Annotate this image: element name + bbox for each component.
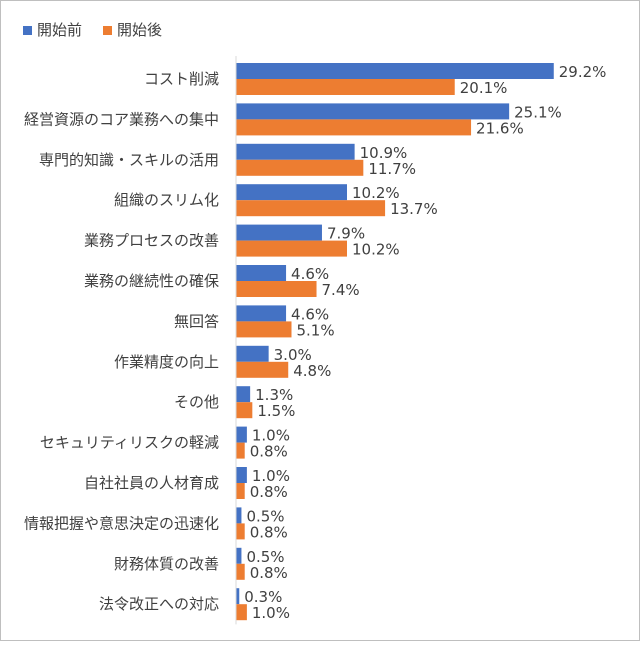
bar-series-0 (236, 426, 247, 443)
value-label-series-1: 1.5% (257, 402, 295, 420)
category-label: 無回答 (174, 312, 219, 330)
value-labels: 29.2%20.1%25.1%21.6%10.9%11.7%10.2%13.7%… (244, 63, 606, 622)
value-label-series-0: 25.1% (514, 103, 562, 121)
bar-series-0 (236, 467, 247, 483)
legend: 開始前 開始後 (23, 21, 162, 39)
value-label-series-1: 1.0% (252, 604, 290, 622)
value-label-series-0: 1.0% (252, 427, 290, 445)
value-label-series-0: 0.3% (244, 588, 282, 606)
bar-series-1 (236, 483, 245, 499)
value-label-series-1: 7.4% (322, 281, 360, 299)
value-label-series-1: 5.1% (297, 321, 335, 339)
category-labels: コスト削減経営資源のコア業務への集中専門的知識・スキルの活用組織のスリム化業務プ… (24, 70, 219, 613)
category-label: 業務の継続性の確保 (84, 272, 219, 290)
bar-series-1 (236, 281, 317, 297)
bar-series-1 (236, 159, 364, 176)
bar-series-1 (236, 361, 289, 378)
category-label: 情報把握や意思決定の迅速化 (24, 514, 219, 532)
bar-series-1 (236, 523, 245, 540)
legend-swatch-0 (23, 26, 32, 35)
bar-series-1 (236, 240, 347, 257)
category-label: コスト削減 (144, 70, 219, 88)
bar-series-1 (236, 442, 245, 459)
value-label-series-0: 1.3% (255, 386, 293, 404)
category-label: 専門的知識・スキルの活用 (39, 151, 219, 169)
bars (236, 63, 554, 621)
category-label: 財務体質の改善 (114, 555, 219, 573)
category-label: 自社社員の人材育成 (84, 474, 219, 492)
legend-label-0: 開始前 (37, 21, 82, 39)
bar-series-0 (236, 386, 251, 403)
bar-series-0 (236, 265, 287, 281)
bar-series-1 (236, 79, 455, 95)
value-label-series-0: 10.9% (360, 144, 408, 162)
value-label-series-0: 4.6% (291, 265, 329, 283)
category-label: 業務プロセスの改善 (84, 232, 219, 250)
bar-series-0 (236, 547, 242, 564)
bar-series-0 (236, 305, 287, 322)
value-label-series-1: 0.8% (250, 564, 288, 582)
bar-series-0 (236, 507, 242, 524)
bar-series-0 (236, 588, 240, 605)
value-label-series-0: 0.5% (246, 548, 284, 566)
bar-series-1 (236, 321, 292, 338)
category-label: 法令改正への対応 (99, 595, 219, 613)
value-label-series-1: 10.2% (352, 241, 400, 259)
value-label-series-0: 7.9% (327, 225, 365, 243)
value-label-series-1: 4.8% (293, 362, 331, 380)
category-label: 組織のスリム化 (114, 191, 219, 209)
value-label-series-1: 21.6% (476, 119, 524, 137)
value-label-series-0: 3.0% (274, 346, 312, 364)
legend-swatch-1 (103, 26, 112, 35)
value-label-series-0: 29.2% (559, 63, 607, 81)
category-label: 経営資源のコア業務への集中 (24, 110, 219, 128)
value-label-series-1: 0.8% (250, 443, 288, 461)
bar-series-1 (236, 119, 472, 136)
bar-series-1 (236, 200, 386, 217)
bar-series-0 (236, 224, 322, 241)
value-label-series-0: 0.5% (246, 507, 284, 525)
category-label: セキュリティリスクの軽減 (40, 434, 219, 452)
value-label-series-0: 1.0% (252, 467, 290, 485)
bar-series-0 (236, 143, 355, 160)
value-label-series-1: 0.8% (250, 483, 288, 501)
value-label-series-1: 11.7% (368, 160, 416, 178)
legend-label-1: 開始後 (117, 21, 162, 39)
bar-series-0 (236, 103, 510, 120)
value-label-series-0: 10.2% (352, 184, 400, 202)
value-label-series-0: 4.6% (291, 305, 329, 323)
value-label-series-1: 20.1% (460, 79, 508, 97)
category-label: その他 (174, 393, 219, 411)
category-label: 作業精度の向上 (114, 353, 219, 371)
bar-series-0 (236, 63, 554, 79)
value-label-series-1: 0.8% (250, 523, 288, 541)
bar-series-1 (236, 402, 253, 419)
bar-series-1 (236, 563, 245, 580)
bar-series-0 (236, 184, 347, 201)
bar-series-1 (236, 604, 247, 621)
value-label-series-1: 13.7% (390, 200, 438, 218)
bar-series-0 (236, 345, 269, 362)
